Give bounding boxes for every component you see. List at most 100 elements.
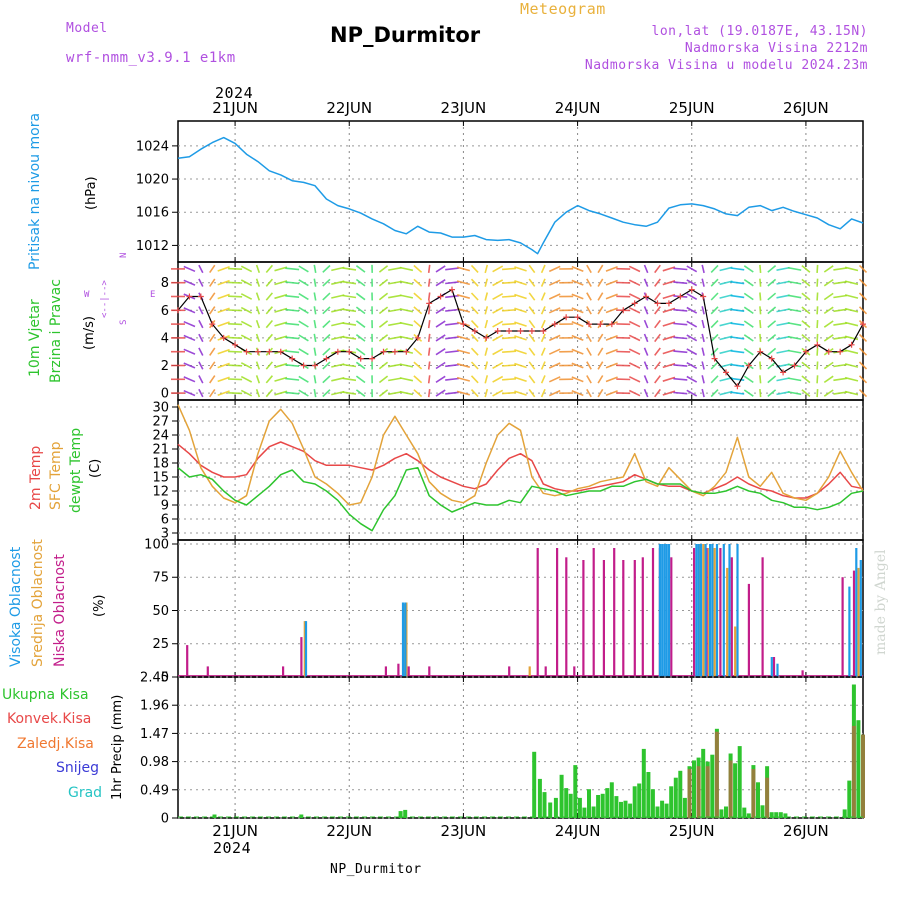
wind-marker xyxy=(665,300,672,307)
top-day-label: 21JUN xyxy=(212,99,258,117)
wind-arrow xyxy=(456,349,471,355)
precip-bar xyxy=(573,765,578,818)
precip-ytick-label: 0 xyxy=(161,812,169,827)
cloud-bar xyxy=(709,544,712,677)
precip-bar xyxy=(596,795,601,818)
wind-marker xyxy=(540,328,547,334)
wind-arrow xyxy=(823,306,834,315)
wind-arrow xyxy=(801,389,811,398)
wind-arrow xyxy=(228,309,243,312)
wind-marker xyxy=(825,348,832,355)
wind-arrow xyxy=(643,361,649,370)
wind-arrow xyxy=(209,292,216,301)
wind-marker xyxy=(323,355,330,362)
wind-marker xyxy=(608,321,615,328)
wind-arrow xyxy=(540,388,546,398)
wind-arrow xyxy=(484,388,489,398)
wind-marker xyxy=(220,334,227,341)
wind-arrow xyxy=(484,306,489,315)
pressure-ytick-label: 1020 xyxy=(136,173,169,188)
wind-arrow xyxy=(571,321,584,328)
wind-arrow xyxy=(643,264,649,274)
precip-bar xyxy=(687,769,692,818)
cloud-ytick-label: 25 xyxy=(152,637,169,652)
wind-arrow xyxy=(265,306,274,315)
wind-arrow xyxy=(399,363,414,368)
wind-arrow xyxy=(662,307,676,313)
wind-arrow xyxy=(413,361,423,370)
wind-arrow xyxy=(342,294,357,299)
wind-marker xyxy=(197,293,204,300)
wind-arrow xyxy=(816,375,819,384)
wind-arrow xyxy=(228,364,243,367)
cloud-bar xyxy=(602,560,605,677)
wind-arrow xyxy=(844,321,859,327)
wind-arrow xyxy=(502,309,517,312)
wind-arrow xyxy=(228,295,243,298)
wind-arrow xyxy=(686,375,698,383)
cloud-bar xyxy=(633,560,636,677)
wind-arrow xyxy=(427,361,431,370)
wind-arrow xyxy=(801,264,811,273)
wind-arrow xyxy=(492,265,504,273)
wind-arrow xyxy=(435,389,446,397)
wind-arrow xyxy=(298,265,309,273)
wind-arrow xyxy=(274,293,288,300)
wind-arrow xyxy=(198,333,204,343)
wind-arrow xyxy=(427,375,431,384)
pressure-ytick-label: 1016 xyxy=(136,206,169,221)
wind-arrow xyxy=(265,375,274,384)
wind-arrow xyxy=(217,279,230,286)
wind-arrow xyxy=(801,333,811,342)
wind-arrow xyxy=(710,361,719,370)
cloud-bar xyxy=(556,548,559,677)
wind-arrow xyxy=(298,320,309,328)
wind-arrow xyxy=(816,264,819,273)
wind-arrow xyxy=(378,265,389,273)
wind-arrow xyxy=(502,295,517,298)
cloud-bar xyxy=(206,666,209,677)
wind-marker xyxy=(380,348,387,355)
precip-bar xyxy=(842,809,847,818)
wind-arrow xyxy=(833,391,848,395)
wind-arrow xyxy=(435,361,446,370)
precip-bar xyxy=(532,751,537,818)
wind-arrow xyxy=(686,306,698,314)
wind-arrow xyxy=(743,306,754,315)
wind-arrow xyxy=(378,334,389,342)
wind-arrow xyxy=(492,306,504,314)
wind-arrow xyxy=(209,264,216,274)
cloud-bar xyxy=(695,544,698,677)
wind-arrow xyxy=(313,388,317,398)
wind-arrow xyxy=(355,320,366,328)
cloud-bar xyxy=(747,583,750,677)
cloud-bar xyxy=(641,557,644,677)
cloud-bar xyxy=(304,621,308,677)
cloud-bar xyxy=(282,666,285,677)
wind-arrow xyxy=(730,350,745,354)
wind-arrow xyxy=(445,350,459,354)
wind-arrow xyxy=(183,265,196,273)
wind-arrow xyxy=(274,321,288,327)
wind-arrow xyxy=(313,306,317,315)
wind-arrow xyxy=(528,264,536,274)
wind-arrow xyxy=(255,333,261,343)
wind-arrow xyxy=(528,319,536,329)
cloud-bar xyxy=(776,663,779,677)
wind-arrow xyxy=(456,294,471,299)
wind-arrow xyxy=(322,292,331,301)
wind-arrow xyxy=(730,363,745,368)
wind-marker xyxy=(483,334,490,341)
wind-arrow xyxy=(528,375,536,384)
wind-arrow xyxy=(435,375,446,383)
wind-arrow xyxy=(470,347,479,356)
wind-arrow xyxy=(209,375,216,384)
wind-arrow xyxy=(198,306,204,315)
cloud-bar xyxy=(734,626,737,677)
wind-arrow xyxy=(701,333,705,343)
precip-bar xyxy=(660,800,665,818)
wind-arrow xyxy=(228,267,243,270)
wind-arrow xyxy=(413,320,423,329)
wind-arrow xyxy=(858,375,868,384)
cloud-bar xyxy=(667,544,671,677)
